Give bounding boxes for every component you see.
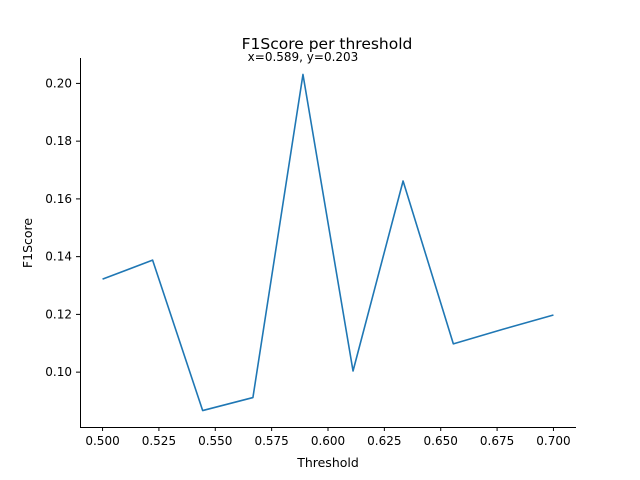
peak-annotation: x=0.589, y=0.203 bbox=[248, 50, 359, 64]
x-tick-label: 0.500 bbox=[85, 434, 119, 448]
x-tick-label: 0.575 bbox=[254, 434, 288, 448]
y-axis-ticks: 0.10 0.12 0.14 0.16 0.18 0.20 bbox=[45, 76, 80, 379]
x-tick-label: 0.700 bbox=[536, 434, 570, 448]
y-tick-label: 0.12 bbox=[45, 307, 72, 321]
series-line-0 bbox=[102, 73, 554, 412]
x-tick-label: 0.600 bbox=[311, 434, 345, 448]
y-tick-label: 0.20 bbox=[45, 76, 72, 90]
y-tick-label: 0.16 bbox=[45, 192, 72, 206]
x-axis-label: Threshold bbox=[296, 455, 359, 470]
x-tick-label: 0.525 bbox=[142, 434, 176, 448]
y-tick-label: 0.14 bbox=[45, 250, 72, 264]
x-tick-label: 0.650 bbox=[424, 434, 458, 448]
chart-title: F1Score per threshold bbox=[242, 35, 413, 53]
x-tick-label: 0.675 bbox=[480, 434, 514, 448]
y-tick-label: 0.18 bbox=[45, 134, 72, 148]
x-tick-label: 0.550 bbox=[198, 434, 232, 448]
x-axis-ticks: 0.500 0.525 0.550 0.575 0.600 0.625 0.650 0.675… bbox=[85, 427, 571, 448]
y-tick-label: 0.10 bbox=[45, 365, 72, 379]
y-axis-label: F1Score bbox=[20, 218, 35, 268]
x-tick-label: 0.625 bbox=[367, 434, 401, 448]
plot-area bbox=[102, 73, 554, 412]
